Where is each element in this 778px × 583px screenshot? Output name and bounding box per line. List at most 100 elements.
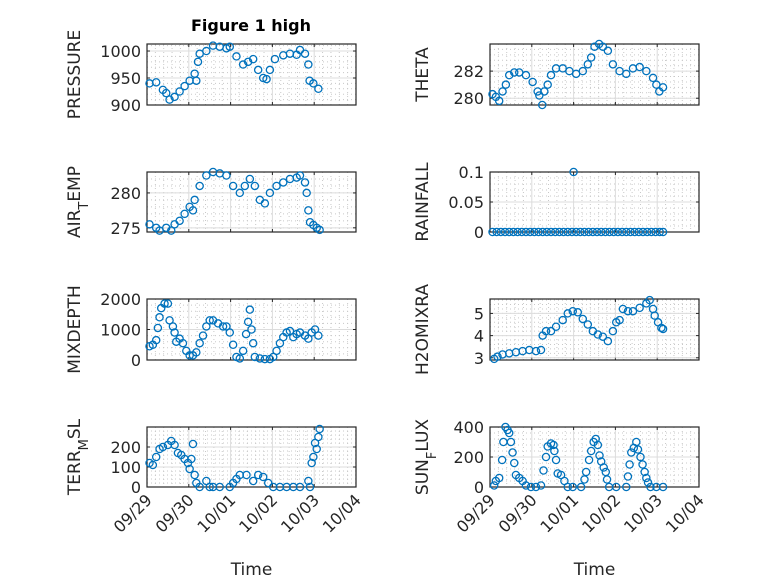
data-point	[550, 227, 560, 237]
data-point	[540, 87, 549, 96]
data-point	[148, 460, 158, 470]
y-tick-label: 100	[110, 458, 141, 477]
data-point	[608, 326, 618, 336]
data-point	[265, 188, 275, 198]
x-tick-label: 09/29	[453, 490, 499, 536]
data-point	[625, 460, 634, 469]
data-point	[576, 227, 585, 237]
x-tick-label: 09/30	[152, 490, 198, 536]
data-point	[295, 171, 305, 180]
data-point	[622, 69, 631, 79]
data-point	[190, 195, 199, 205]
y-tick-label: 4	[474, 327, 484, 346]
data-point	[315, 424, 324, 434]
data-point	[593, 330, 603, 339]
data-point	[309, 79, 318, 88]
data-point	[627, 448, 636, 457]
subplot-theta: 280 282 THETA	[413, 39, 700, 110]
data-point	[528, 77, 537, 87]
data-point	[260, 354, 270, 364]
data-point	[583, 60, 593, 69]
data-point	[517, 227, 527, 237]
data-point	[521, 227, 531, 237]
data-point	[630, 227, 639, 237]
data-point	[626, 227, 635, 237]
data-point	[541, 452, 551, 462]
x-tick-label: 10/01	[193, 490, 239, 536]
data-point	[238, 60, 248, 69]
y-tick-label: 0	[474, 223, 484, 242]
y-axis-label: H2OMIXRA	[413, 284, 433, 375]
data-point	[314, 432, 323, 442]
data-point	[542, 227, 552, 237]
data-point	[170, 92, 179, 102]
data-point	[658, 227, 668, 237]
data-point	[535, 91, 544, 100]
axes-background	[490, 299, 699, 360]
data-point	[496, 227, 506, 237]
figure-title: Figure 1 high	[191, 16, 311, 35]
data-point	[488, 227, 497, 237]
data-point	[598, 332, 608, 341]
data-point	[623, 306, 633, 316]
y-tick-label: 200	[110, 438, 141, 457]
data-point	[647, 227, 656, 237]
y-axis-label: TERRMSL	[65, 418, 92, 496]
data-point	[151, 452, 161, 462]
data-point	[536, 481, 546, 490]
data-point	[586, 446, 596, 456]
y-tick-label: 0	[131, 478, 141, 497]
data-point	[202, 171, 211, 180]
y-axis-label: MIXDEPTH	[65, 285, 85, 374]
axes-box	[146, 43, 357, 106]
data-point	[222, 171, 231, 180]
data-point	[609, 227, 618, 237]
data-point	[546, 326, 556, 336]
data-point	[578, 66, 588, 76]
data-point	[195, 482, 204, 492]
data-point	[304, 206, 313, 215]
data-point	[543, 80, 552, 89]
data-point	[568, 306, 578, 316]
y-tick-label: 0.05	[448, 193, 484, 212]
data-point	[504, 227, 514, 237]
y-tick-label: 0	[474, 478, 484, 497]
data-point	[605, 227, 614, 237]
data-point	[530, 227, 539, 237]
data-point	[525, 227, 535, 237]
data-point	[550, 446, 559, 456]
data-point	[160, 299, 169, 308]
data-point	[657, 323, 666, 333]
data-point	[602, 475, 612, 484]
data-point	[497, 455, 507, 465]
data-point	[623, 472, 633, 481]
data-point	[513, 227, 522, 237]
data-point	[250, 181, 260, 191]
data-point	[648, 73, 658, 83]
data-point	[509, 68, 519, 77]
data-point	[309, 452, 318, 462]
data-point	[508, 448, 517, 457]
data-point	[563, 309, 572, 318]
data-point	[228, 181, 238, 191]
y-tick-label: 5	[474, 304, 484, 323]
data-point	[618, 304, 628, 314]
data-point	[500, 227, 510, 237]
data-point	[615, 315, 624, 325]
data-point	[258, 472, 268, 482]
data-point	[501, 80, 511, 89]
data-point	[658, 324, 668, 334]
subplot-mixdepth: 0 1000 2000 MIXDEPTH	[65, 285, 357, 374]
data-point	[538, 227, 547, 237]
data-point	[270, 54, 280, 64]
data-point	[586, 53, 596, 62]
data-point	[166, 226, 176, 235]
y-tick-label: 400	[453, 418, 484, 437]
x-axis-label: Time	[230, 560, 273, 580]
data-point	[509, 458, 519, 468]
x-tick-label: 10/03	[277, 490, 323, 536]
data-point	[646, 482, 655, 492]
data-point	[638, 460, 647, 469]
data-point	[248, 54, 258, 64]
